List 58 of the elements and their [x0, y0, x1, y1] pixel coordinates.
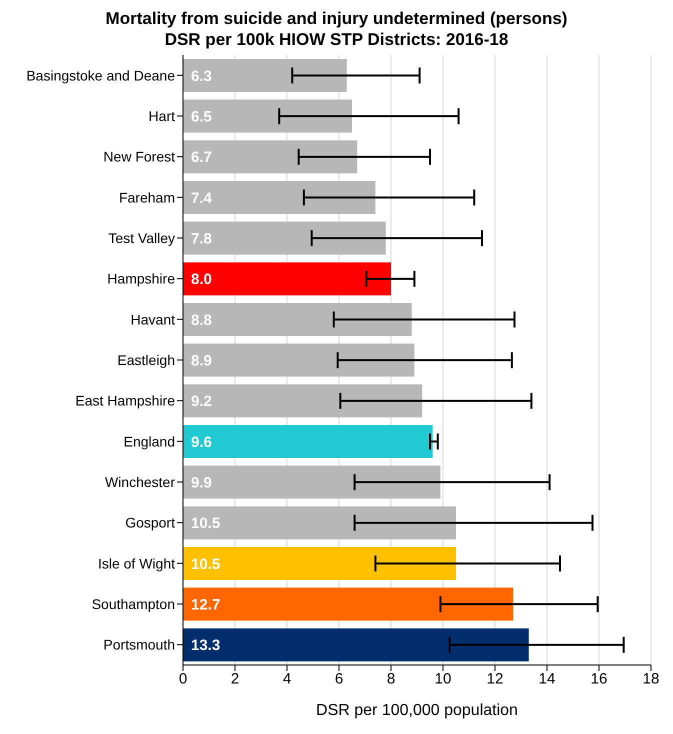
bar: [183, 466, 440, 499]
x-tick-label: 2: [230, 670, 240, 688]
y-tick-label: Hart: [148, 108, 176, 124]
x-tick-label: 8: [386, 670, 396, 688]
bar: [183, 547, 456, 580]
x-tick-label: 10: [434, 670, 452, 688]
data-label: 7.8: [191, 230, 212, 248]
y-tick-label: Test Valley: [108, 230, 175, 246]
bar: [183, 100, 352, 133]
bar: [183, 344, 414, 377]
data-label: 9.6: [191, 434, 212, 451]
bar: [183, 506, 456, 540]
data-label: 10.5: [191, 556, 220, 573]
bar: [183, 181, 376, 214]
data-label: 9.2: [191, 393, 212, 410]
data-label: 8.0: [191, 271, 212, 288]
data-label: 12.7: [191, 596, 220, 614]
chart-subtitle: DSR per 100k HIOW STP Districts: 2016-18: [164, 29, 510, 50]
x-tick-label: 0: [178, 670, 188, 688]
x-tick-label: 4: [282, 670, 292, 688]
y-tick-label: Winchester: [104, 474, 176, 490]
data-label: 6.3: [191, 68, 212, 85]
bar: [183, 222, 386, 255]
y-tick-label: Basingstoke and Deane: [26, 67, 176, 84]
bar: [183, 59, 347, 92]
data-label: 6.5: [191, 108, 212, 126]
y-tick-label: Eastleigh: [117, 352, 175, 368]
y-tick-label: England: [124, 433, 175, 450]
y-tick-label: Hampshire: [107, 270, 176, 287]
x-axis-title: DSR per 100,000 population: [316, 702, 518, 719]
x-tick-label: 18: [642, 670, 660, 688]
data-label: 7.4: [191, 190, 213, 207]
y-tick-label: Fareham: [118, 189, 175, 206]
data-label: 6.7: [191, 149, 212, 166]
x-tick-label: 12: [486, 670, 504, 688]
bar: [183, 425, 433, 458]
y-tick-label: Portsmouth: [103, 636, 175, 653]
y-tick-label: Isle of Wight: [98, 555, 176, 572]
bar: [183, 303, 412, 336]
bar: [183, 262, 391, 296]
x-tick-label: 14: [538, 670, 556, 688]
bar: [183, 628, 529, 662]
chart-title: Mortality from suicide and injury undetermined (persons): [104, 8, 568, 29]
x-tick-label: 6: [334, 670, 344, 688]
data-label: 8.8: [191, 312, 212, 329]
data-label: 9.9: [191, 474, 212, 492]
data-label: 13.3: [191, 637, 220, 654]
data-label: 8.9: [191, 352, 212, 370]
y-tick-label: East Hampshire: [75, 392, 176, 409]
x-tick-label: 16: [590, 670, 608, 688]
bar: [183, 384, 422, 418]
bar: [183, 140, 358, 174]
y-tick-label: Southampton: [92, 596, 175, 612]
y-tick-label: New Forest: [103, 148, 176, 165]
y-tick-label: Gosport: [125, 514, 176, 531]
bar: [183, 588, 514, 621]
data-label: 10.5: [191, 515, 220, 532]
y-tick-label: Havant: [130, 311, 176, 328]
